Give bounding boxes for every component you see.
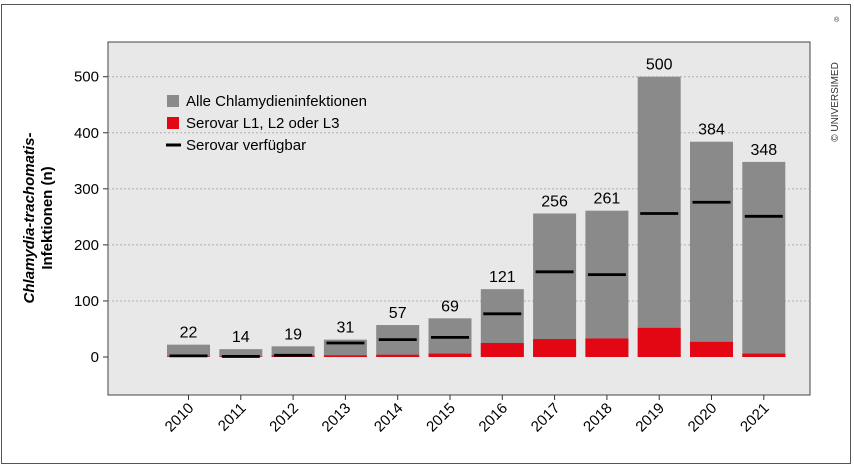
legend-label: Serovar verfügbar bbox=[186, 137, 306, 154]
x-tick-label: 2013 bbox=[319, 400, 355, 436]
x-tick-label: 2018 bbox=[580, 400, 616, 436]
bar-serovar-l bbox=[533, 339, 577, 357]
bar-total bbox=[533, 213, 577, 357]
bar-total bbox=[376, 325, 420, 357]
x-tick-label: 2015 bbox=[423, 400, 459, 436]
data-label: 31 bbox=[337, 320, 355, 337]
data-label: 348 bbox=[750, 142, 777, 159]
data-label: 500 bbox=[646, 57, 673, 74]
data-label: 57 bbox=[389, 305, 407, 322]
y-tick-label: 500 bbox=[74, 69, 99, 86]
bar-serovar-l bbox=[637, 327, 681, 357]
x-tick-label: 2010 bbox=[162, 400, 198, 436]
x-tick-label: 2014 bbox=[371, 400, 407, 436]
y-tick-label: 100 bbox=[74, 293, 99, 310]
data-label: 261 bbox=[594, 191, 621, 208]
y-axis-ticks: 0 100 200 300 400 500 bbox=[74, 69, 108, 366]
legend-label: Alle Chlamydieninfektionen bbox=[186, 93, 367, 110]
copyright-text: © UNIVERSIMED bbox=[830, 62, 841, 142]
bar-serovar-l bbox=[690, 341, 733, 357]
bar-total bbox=[585, 210, 629, 357]
x-tick-label: 2017 bbox=[528, 400, 564, 436]
legend: Alle Chlamydieninfektionen Serovar L1, L2… bbox=[166, 93, 367, 154]
bar-total bbox=[742, 161, 786, 357]
bar-serovar-l bbox=[480, 342, 524, 357]
data-label: 22 bbox=[180, 325, 198, 342]
bar-serovar-l bbox=[323, 355, 367, 357]
bar-total bbox=[271, 346, 315, 357]
legend-swatch bbox=[167, 95, 179, 107]
x-tick-label: 2020 bbox=[685, 400, 721, 436]
bar-total bbox=[690, 141, 733, 357]
y-tick-label: 0 bbox=[91, 349, 99, 366]
bar-serovar-l bbox=[585, 338, 629, 357]
legend-label: Serovar L1, L2 oder L3 bbox=[186, 115, 339, 132]
bar-total bbox=[637, 76, 681, 357]
data-label: 69 bbox=[441, 298, 459, 315]
bars: 22 14 19 31 57 69 121 256 261 500 384 348 bbox=[167, 57, 786, 358]
bar-serovar-l bbox=[428, 353, 472, 357]
x-tick-label: 2019 bbox=[632, 400, 668, 436]
y-axis-label-2: Infektionen (n) bbox=[39, 166, 56, 269]
data-label: 19 bbox=[284, 326, 302, 343]
bar-serovar-l bbox=[376, 354, 420, 357]
data-label: 14 bbox=[232, 329, 250, 346]
bar-total bbox=[167, 344, 210, 357]
y-axis-label: Chlamydia-trachomatis- bbox=[21, 133, 38, 304]
data-label: 256 bbox=[541, 193, 568, 210]
x-tick-label: 2016 bbox=[476, 400, 512, 436]
y-tick-label: 200 bbox=[74, 237, 99, 254]
x-axis-ticks: 2010 2011 2012 2013 2014 2015 2016 2017 2018 2019… bbox=[162, 395, 773, 435]
data-label: 384 bbox=[698, 122, 725, 139]
legend-swatch bbox=[167, 117, 179, 129]
x-tick-label: 2021 bbox=[737, 400, 773, 436]
registered-mark: ® bbox=[834, 16, 840, 24]
y-tick-label: 400 bbox=[74, 125, 99, 142]
bar-serovar-l bbox=[742, 353, 786, 357]
x-tick-label: 2012 bbox=[266, 400, 302, 436]
y-tick-label: 300 bbox=[74, 181, 99, 198]
x-tick-label: 2011 bbox=[215, 400, 250, 435]
data-label: 121 bbox=[489, 269, 516, 286]
bar-total bbox=[219, 349, 263, 357]
